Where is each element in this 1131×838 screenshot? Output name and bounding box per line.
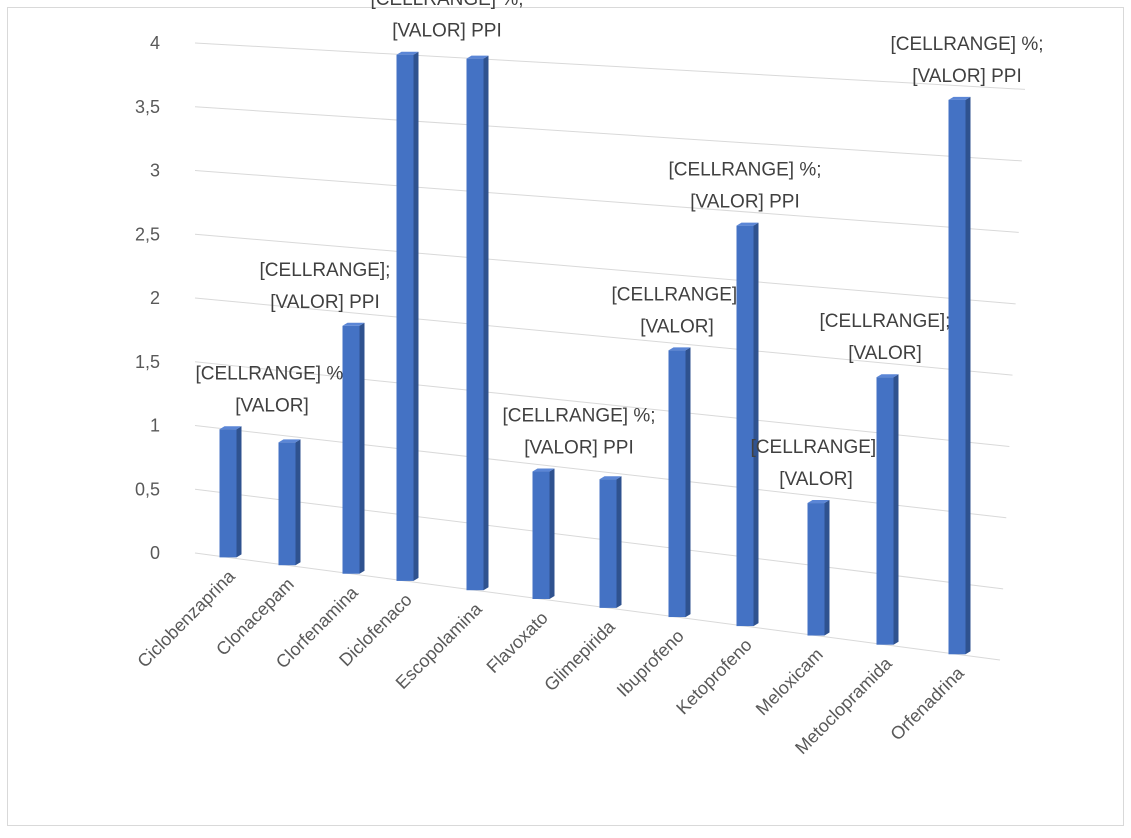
y-tick-label: 3,5 — [135, 97, 160, 117]
bar — [466, 58, 484, 591]
bar — [736, 225, 754, 627]
bar-side — [753, 222, 759, 627]
data-label: [CELLRANGE] %; — [890, 34, 1043, 55]
y-tick-label: 2 — [150, 288, 160, 308]
bar-side — [295, 439, 301, 566]
data-label: [CELLRANGE]; — [751, 437, 882, 458]
bar — [948, 99, 966, 655]
y-tick-label: 1,5 — [135, 352, 160, 372]
bar — [599, 479, 617, 608]
bar — [807, 503, 825, 636]
bar-side — [236, 426, 242, 558]
data-label: [CELLRANGE]; — [612, 284, 743, 305]
bar-side — [483, 55, 489, 591]
bar-side — [413, 51, 419, 581]
y-tick-label: 1 — [150, 416, 160, 436]
y-tick-label: 0 — [150, 543, 160, 563]
grid-line — [194, 488, 1004, 590]
grid-line — [194, 361, 1010, 447]
data-label: [VALOR] — [235, 395, 309, 416]
y-tick-label: 3 — [150, 161, 160, 181]
bar — [342, 325, 360, 574]
data-label: [CELLRANGE] %, — [370, 0, 523, 10]
bar-top — [466, 55, 489, 59]
data-label: [CELLRANGE]; — [260, 260, 391, 281]
data-label: [VALOR] PPI — [392, 21, 501, 42]
data-label: [VALOR] — [779, 469, 853, 490]
bar-side — [549, 468, 555, 599]
bar-side — [893, 374, 899, 645]
bar-side — [616, 476, 622, 608]
data-label: [VALOR] PPI — [270, 292, 379, 313]
bar-side — [359, 322, 365, 574]
bar — [278, 442, 296, 566]
data-label: [CELLRANGE] %; — [502, 406, 655, 427]
grid-line — [194, 552, 1001, 661]
data-label: [VALOR] PPI — [912, 66, 1021, 87]
data-label: [CELLRANGE] %; — [195, 363, 348, 384]
grid-line — [194, 170, 1019, 233]
data-label: [VALOR] — [640, 316, 714, 337]
bar-top — [736, 222, 759, 226]
bar-top — [807, 500, 830, 504]
y-tick-label: 4 — [150, 33, 160, 53]
bar-top — [532, 468, 555, 472]
bar-top — [599, 476, 622, 480]
bar-top — [342, 322, 365, 326]
data-label: [CELLRANGE] %; — [668, 160, 821, 181]
bar-top — [396, 51, 419, 55]
bar-top — [668, 347, 691, 351]
bar-top — [278, 439, 301, 443]
bar-top — [876, 374, 899, 378]
grid-line — [194, 233, 1016, 305]
y-tick-label: 0,5 — [135, 479, 160, 499]
bar — [396, 54, 414, 581]
bar — [219, 429, 237, 558]
y-tick-label: 2,5 — [135, 224, 160, 244]
bar-side — [965, 96, 971, 655]
bar-top — [219, 426, 242, 430]
chart-border — [7, 7, 1124, 826]
grid-line — [194, 106, 1022, 162]
data-label: [VALOR] PPI — [690, 192, 799, 213]
bar — [532, 471, 550, 599]
bar-top — [948, 96, 971, 100]
data-label: [VALOR] PPI — [524, 438, 633, 459]
data-label: [CELLRANGE]; — [820, 311, 951, 332]
grid-line — [194, 42, 1026, 90]
bar — [876, 377, 894, 645]
bar-side — [685, 347, 691, 618]
bar — [668, 350, 686, 618]
grid-line — [194, 297, 1013, 376]
grid-line — [194, 425, 1007, 519]
data-label: [VALOR] — [848, 343, 922, 364]
bar-side — [824, 500, 830, 636]
